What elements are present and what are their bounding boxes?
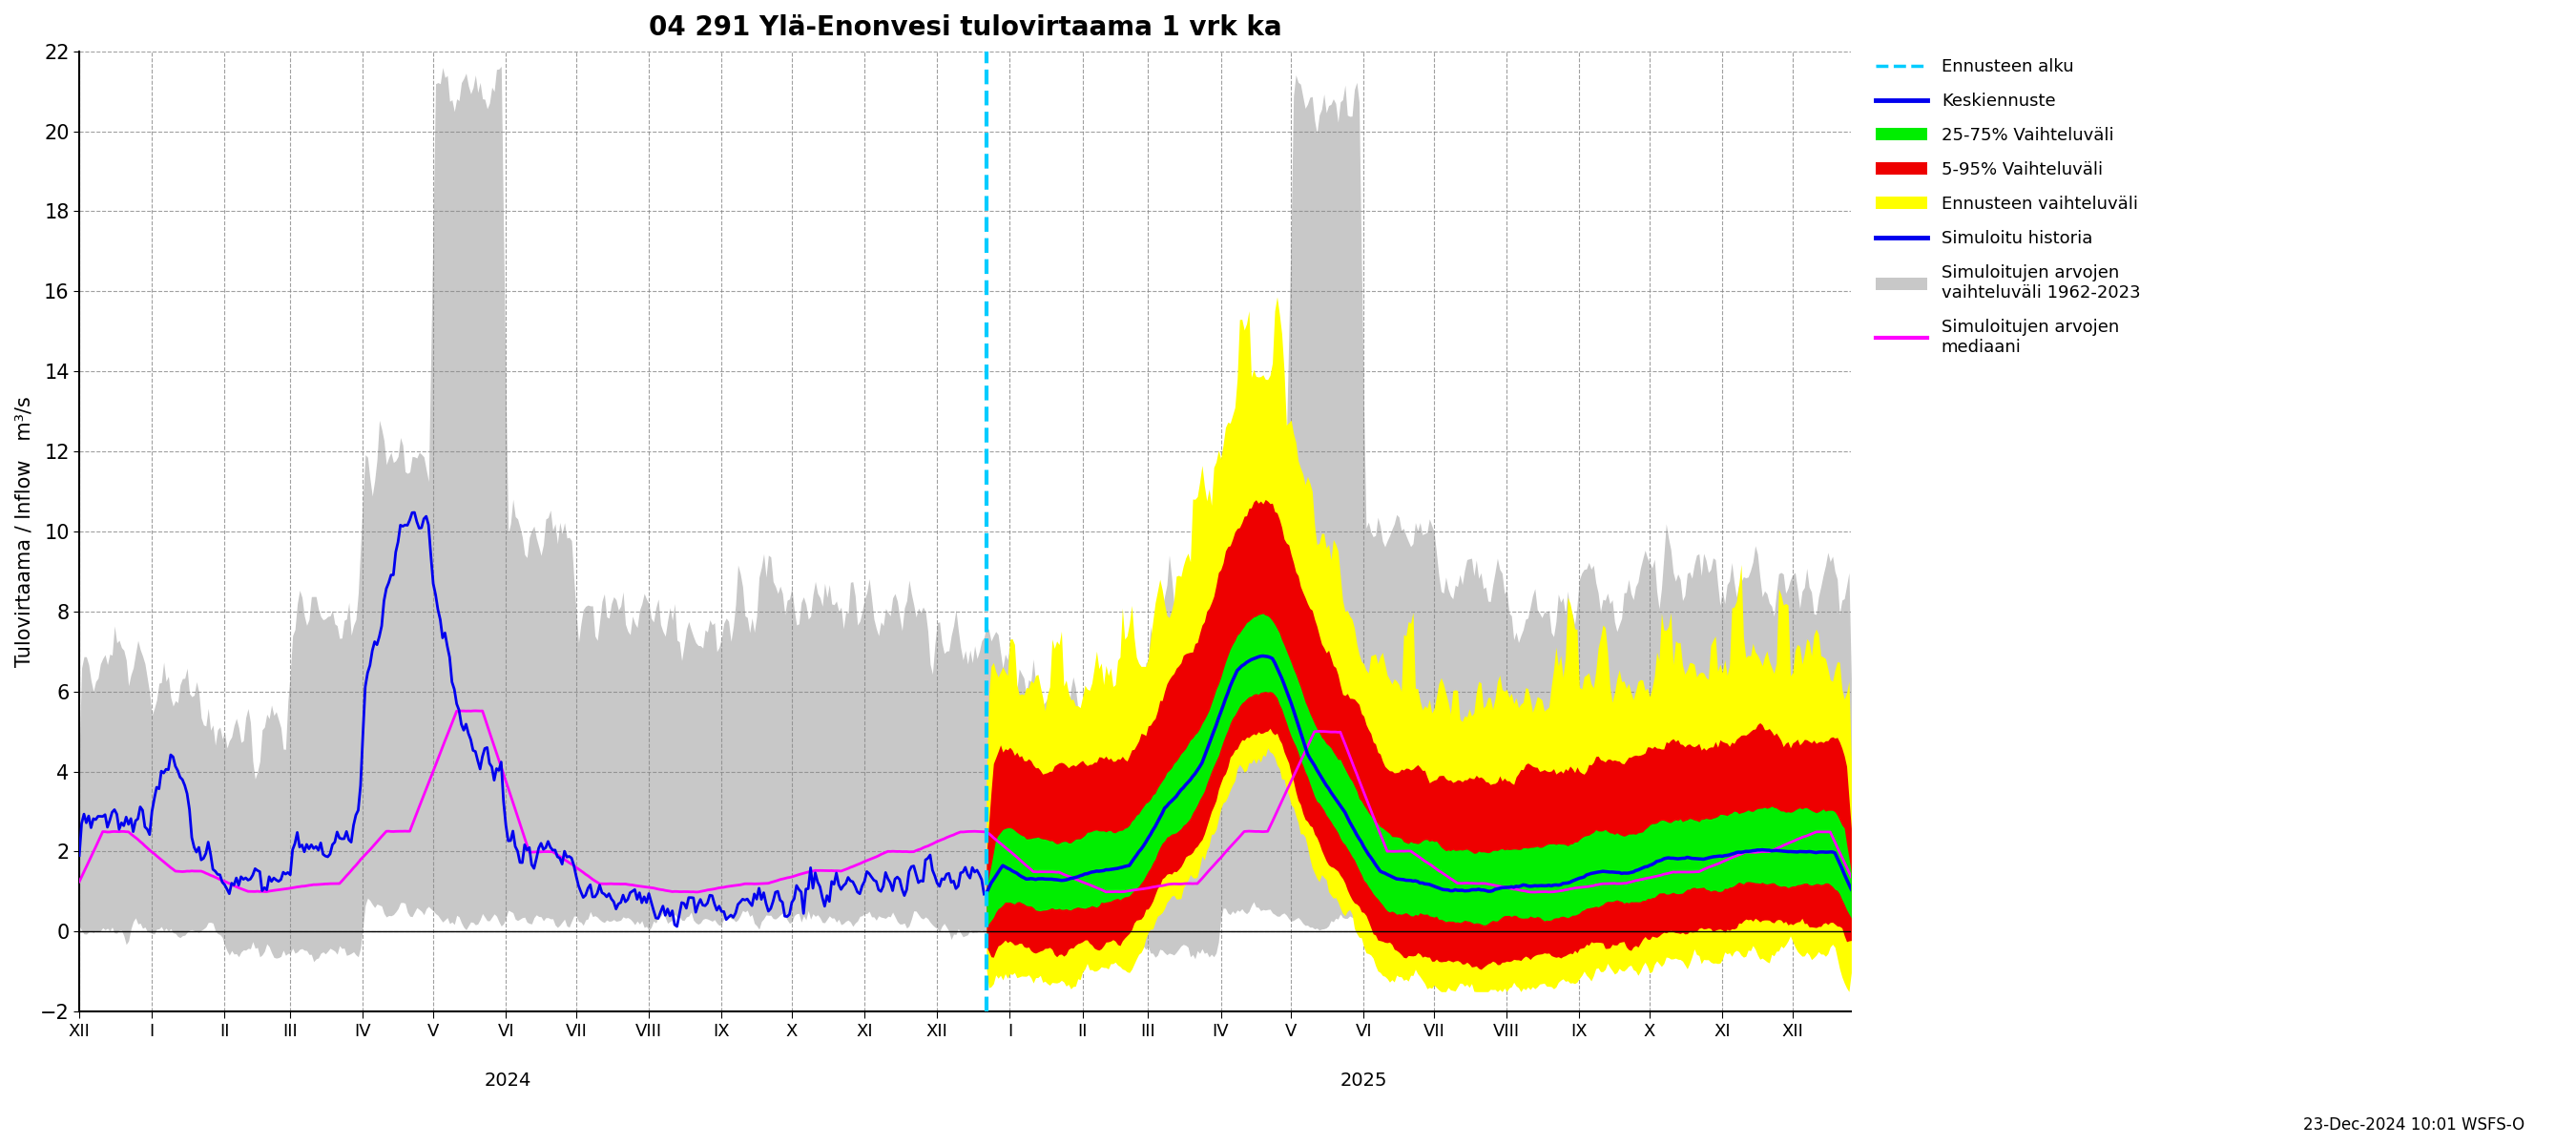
Text: 2024: 2024 (484, 1072, 531, 1090)
Y-axis label: Tulovirtaama / Inflow   m³/s: Tulovirtaama / Inflow m³/s (15, 396, 33, 666)
Text: 23-Dec-2024 10:01 WSFS-O: 23-Dec-2024 10:01 WSFS-O (2303, 1116, 2524, 1134)
Text: 2025: 2025 (1340, 1072, 1388, 1090)
Legend: Ennusteen alku, Keskiennuste, 25-75% Vaihteluväli, 5-95% Vaihteluväli, Ennusteen: Ennusteen alku, Keskiennuste, 25-75% Vai… (1870, 52, 2148, 363)
Title: 04 291 Ylä-Enonvesi tulovirtaama 1 vrk ka: 04 291 Ylä-Enonvesi tulovirtaama 1 vrk k… (649, 14, 1283, 41)
